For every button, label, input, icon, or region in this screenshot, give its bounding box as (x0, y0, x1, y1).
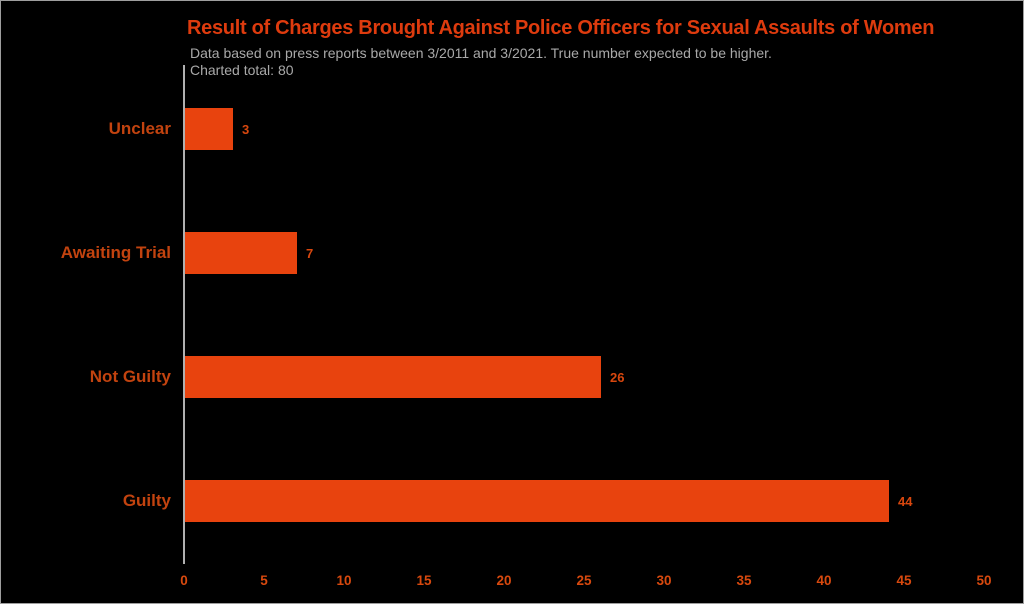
value-label: 44 (898, 493, 913, 509)
x-tick-label: 10 (336, 573, 352, 588)
x-tick-label: 5 (260, 573, 268, 588)
y-axis-line (183, 65, 185, 564)
chart-subtitle: Data based on press reports between 3/20… (190, 45, 772, 61)
charted-total-note: Charted total: 80 (190, 62, 294, 78)
x-tick-label: 40 (816, 573, 832, 588)
x-tick-label: 15 (416, 573, 432, 588)
x-tick-label: 35 (736, 573, 752, 588)
category-label: Unclear (108, 119, 171, 138)
x-tick-label: 25 (576, 573, 592, 588)
category-label: Guilty (122, 491, 171, 510)
value-label: 26 (610, 369, 625, 385)
x-tick-label: 30 (656, 573, 672, 588)
x-tick-label: 0 (180, 573, 188, 588)
bar (185, 108, 233, 150)
x-tick-label: 20 (496, 573, 512, 588)
bar (185, 480, 889, 522)
category-label: Awaiting Trial (60, 243, 171, 262)
bar (185, 356, 601, 398)
bar (185, 232, 297, 274)
x-tick-label: 45 (896, 573, 912, 588)
value-label: 3 (242, 121, 250, 137)
value-label: 7 (306, 245, 314, 261)
category-label: Not Guilty (89, 367, 171, 386)
chart-title: Result of Charges Brought Against Police… (187, 17, 935, 39)
x-tick-label: 50 (976, 573, 992, 588)
